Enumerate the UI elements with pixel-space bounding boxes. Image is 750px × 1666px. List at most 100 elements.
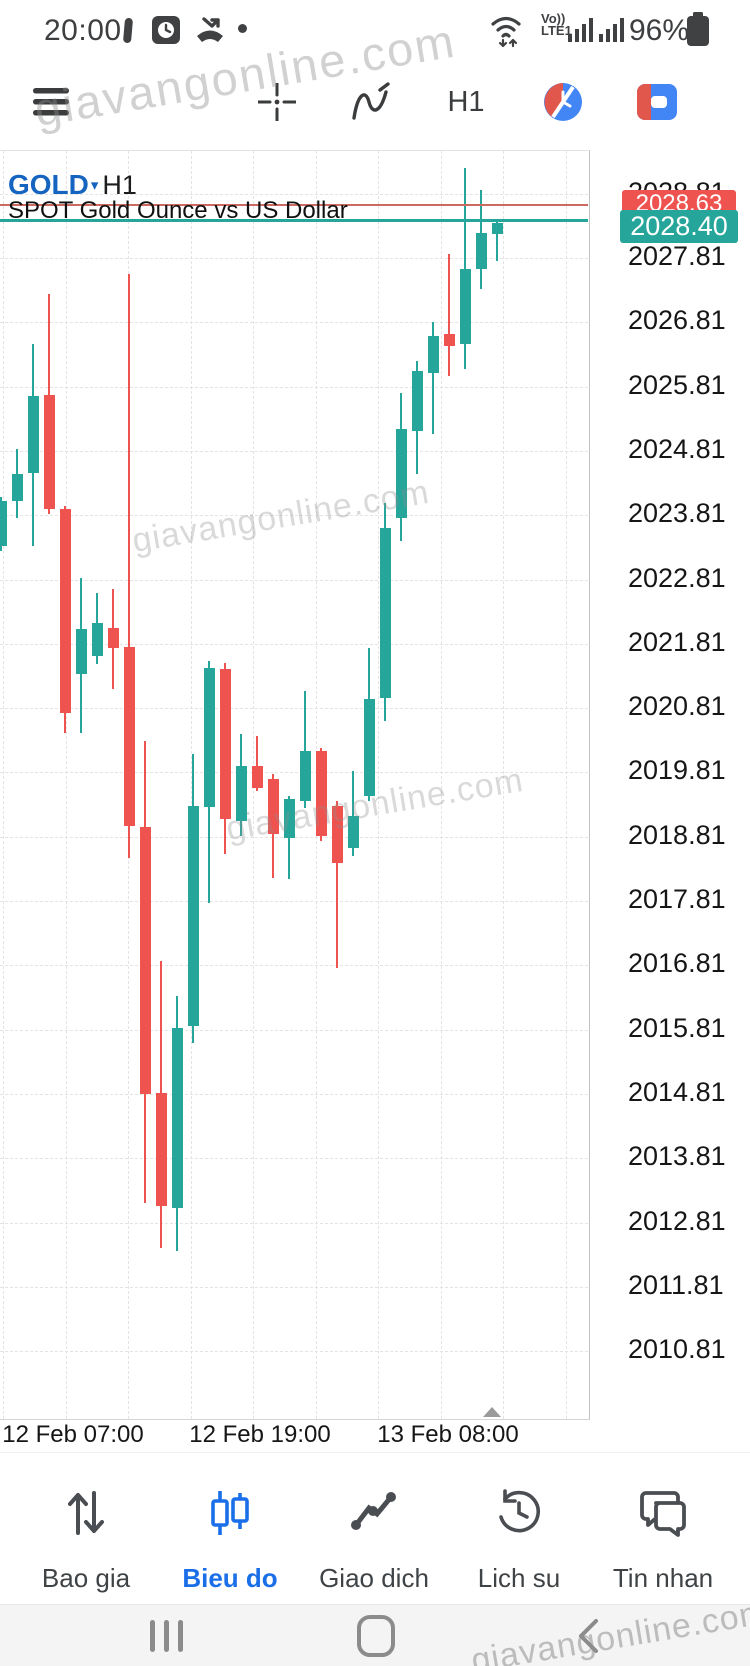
candle-bearish [124, 647, 135, 826]
volte-bottom-label: LTE1 [541, 23, 572, 38]
grid-line-horizontal [0, 322, 588, 324]
candle-bullish [92, 623, 103, 656]
candle-bullish [412, 371, 423, 431]
grid-line-vertical [378, 151, 379, 1419]
candle-bullish [204, 668, 215, 808]
sessions-clock-icon[interactable] [533, 58, 593, 146]
price-axis-label: 2027.81 [628, 241, 726, 271]
missed-call-icon [194, 16, 226, 49]
symbol-label[interactable]: GOLD [8, 169, 89, 200]
grid-line-vertical [503, 151, 504, 1419]
battery-icon [686, 12, 710, 51]
nav-item-label: Bieu do [182, 1563, 278, 1593]
notification-dot-icon [238, 24, 247, 33]
quotes-arrows-icon [11, 1489, 161, 1541]
candle-bearish [156, 1093, 167, 1206]
candle-bullish [0, 501, 7, 547]
ask-price-line [0, 204, 588, 207]
trade-line-icon [299, 1489, 449, 1541]
crosshair-icon[interactable] [247, 58, 307, 146]
nav-item-giao-dich[interactable]: Giao dich [299, 1489, 449, 1594]
price-axis-label: 2011.81 [628, 1269, 724, 1300]
symbol-description: SPOT Gold Ounce vs US Dollar [8, 197, 348, 224]
grid-line-horizontal [0, 579, 588, 581]
grid-line-horizontal [0, 450, 588, 452]
volte-top-label: Vo)) [541, 11, 566, 26]
nav-item-label: Bao gia [41, 1563, 131, 1593]
chart-symbol-row[interactable]: GOLD ▾ H1 [8, 169, 137, 201]
grid-line-vertical [190, 151, 192, 1419]
time-axis-label: 12 Feb 07:00 [2, 1421, 144, 1448]
candle-bullish [348, 816, 359, 848]
price-chart[interactable]: GOLD ▾ H1 SPOT Gold Ounce vs US Dollar [0, 150, 590, 1420]
candle-wick [352, 771, 354, 856]
nav-item-tin-nhan[interactable]: Tin nhan [588, 1489, 738, 1594]
candle-bearish [332, 805, 343, 864]
candle-bullish [476, 232, 487, 269]
price-axis-label: 2020.81 [628, 691, 726, 722]
price-axis-label: 2022.81 [628, 562, 726, 593]
time-axis-label: 13 Feb 08:00 [377, 1421, 519, 1448]
candle-wick [448, 254, 450, 377]
grid-line-horizontal [0, 1029, 588, 1031]
grid-line-horizontal [0, 1158, 588, 1160]
candle-bearish [444, 333, 455, 347]
grid-line-vertical [565, 151, 567, 1419]
chart-shift-marker[interactable] [483, 1407, 501, 1417]
candle-wick [496, 218, 498, 262]
candle-bearish [316, 751, 327, 837]
price-axis-label: 2026.81 [628, 305, 726, 336]
back-icon[interactable] [548, 1605, 628, 1666]
candle-bullish [284, 798, 295, 838]
grid-line-horizontal [0, 643, 588, 645]
candle-bearish [108, 627, 119, 648]
signal-bars-icon [568, 16, 596, 47]
nav-item-lich-su[interactable]: Lich su [444, 1489, 594, 1594]
candle-bearish [60, 508, 71, 714]
nav-item-bieu-do[interactable]: Bieu do [155, 1489, 305, 1594]
timeframe-button[interactable]: H1 [447, 85, 485, 118]
grid-line-horizontal [0, 965, 588, 967]
price-axis-label: 2012.81 [628, 1205, 726, 1236]
candle-bearish [140, 827, 151, 1094]
candle-bullish [428, 335, 439, 374]
recents-icon[interactable] [127, 1605, 207, 1666]
candle-bullish [460, 268, 471, 345]
grid-line-vertical [440, 151, 442, 1419]
candle-wick [464, 167, 466, 370]
pen-notification-icon [122, 17, 134, 44]
candle-bullish [28, 396, 39, 473]
price-axis-label: 2025.81 [628, 369, 726, 400]
price-axis-label: 2010.81 [628, 1334, 726, 1365]
grid-line-horizontal [0, 193, 588, 195]
candle-bullish [396, 429, 407, 518]
bid-price-badge: 2028.40 [620, 210, 738, 243]
chart-mode-icon[interactable] [627, 58, 687, 146]
grid-line-horizontal [0, 1351, 588, 1353]
candle-bullish [12, 474, 23, 502]
grid-line-horizontal [0, 386, 588, 388]
volte-indicator: Vo)) LTE1 [541, 11, 572, 38]
price-axis-label: 2018.81 [628, 819, 726, 850]
grid-line-horizontal [0, 772, 588, 774]
grid-line-vertical [3, 151, 4, 1419]
menu-icon[interactable] [21, 58, 81, 146]
home-icon[interactable] [336, 1605, 416, 1666]
price-axis-label: 2014.81 [628, 1076, 726, 1107]
candle-bullish [300, 751, 311, 801]
price-axis-label: 2021.81 [628, 626, 726, 657]
nav-item-bao-gia[interactable]: Bao gia [11, 1489, 161, 1594]
grid-line-horizontal [0, 1286, 588, 1288]
candle-bullish [364, 699, 375, 797]
grid-line-horizontal [0, 515, 588, 517]
candle-bullish [492, 223, 503, 235]
battery-percent: 96% [629, 14, 690, 47]
candle-wick [128, 274, 130, 858]
price-axis-label: 2024.81 [628, 433, 726, 464]
candle-bearish [44, 394, 55, 509]
candle-bullish [172, 1027, 183, 1208]
bottom-navigation: Bao gia Bieu do Giao dich Lich su Tin nhan [0, 1452, 750, 1605]
grid-line-horizontal [0, 258, 588, 259]
indicators-icon[interactable] [341, 58, 401, 146]
